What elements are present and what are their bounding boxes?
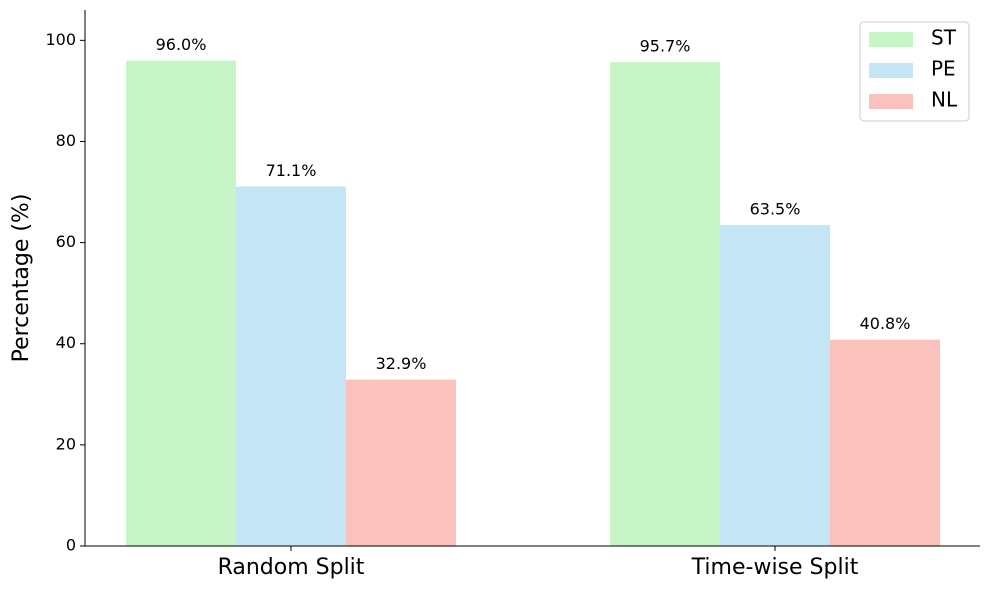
- y-tick-label: 0: [66, 536, 76, 555]
- y-tick-label: 40: [56, 333, 76, 352]
- value-label: 71.1%: [266, 161, 317, 180]
- y-axis-label: Percentage (%): [9, 194, 34, 363]
- legend-swatch: [869, 32, 913, 47]
- legend-label: ST: [931, 26, 957, 50]
- bar: [236, 186, 346, 547]
- bar: [610, 62, 720, 547]
- legend-swatch: [869, 63, 913, 78]
- bar: [126, 60, 236, 546]
- bar: [720, 224, 830, 547]
- legend-swatch: [869, 94, 913, 109]
- value-label: 40.8%: [860, 314, 911, 333]
- x-tick-label: Time-wise Split: [691, 555, 859, 580]
- bar: [830, 339, 940, 546]
- y-tick-label: 100: [45, 30, 76, 49]
- bar: [346, 379, 456, 546]
- value-label: 32.9%: [376, 354, 427, 373]
- legend-label: PE: [931, 57, 956, 81]
- x-tick-label: Random Split: [218, 555, 365, 580]
- y-tick-label: 60: [56, 232, 76, 251]
- y-tick-label: 80: [56, 131, 76, 150]
- value-label: 96.0%: [156, 35, 207, 54]
- value-label: 95.7%: [640, 37, 691, 56]
- y-tick-label: 20: [56, 434, 76, 453]
- value-label: 63.5%: [750, 199, 801, 218]
- legend-label: NL: [931, 88, 958, 112]
